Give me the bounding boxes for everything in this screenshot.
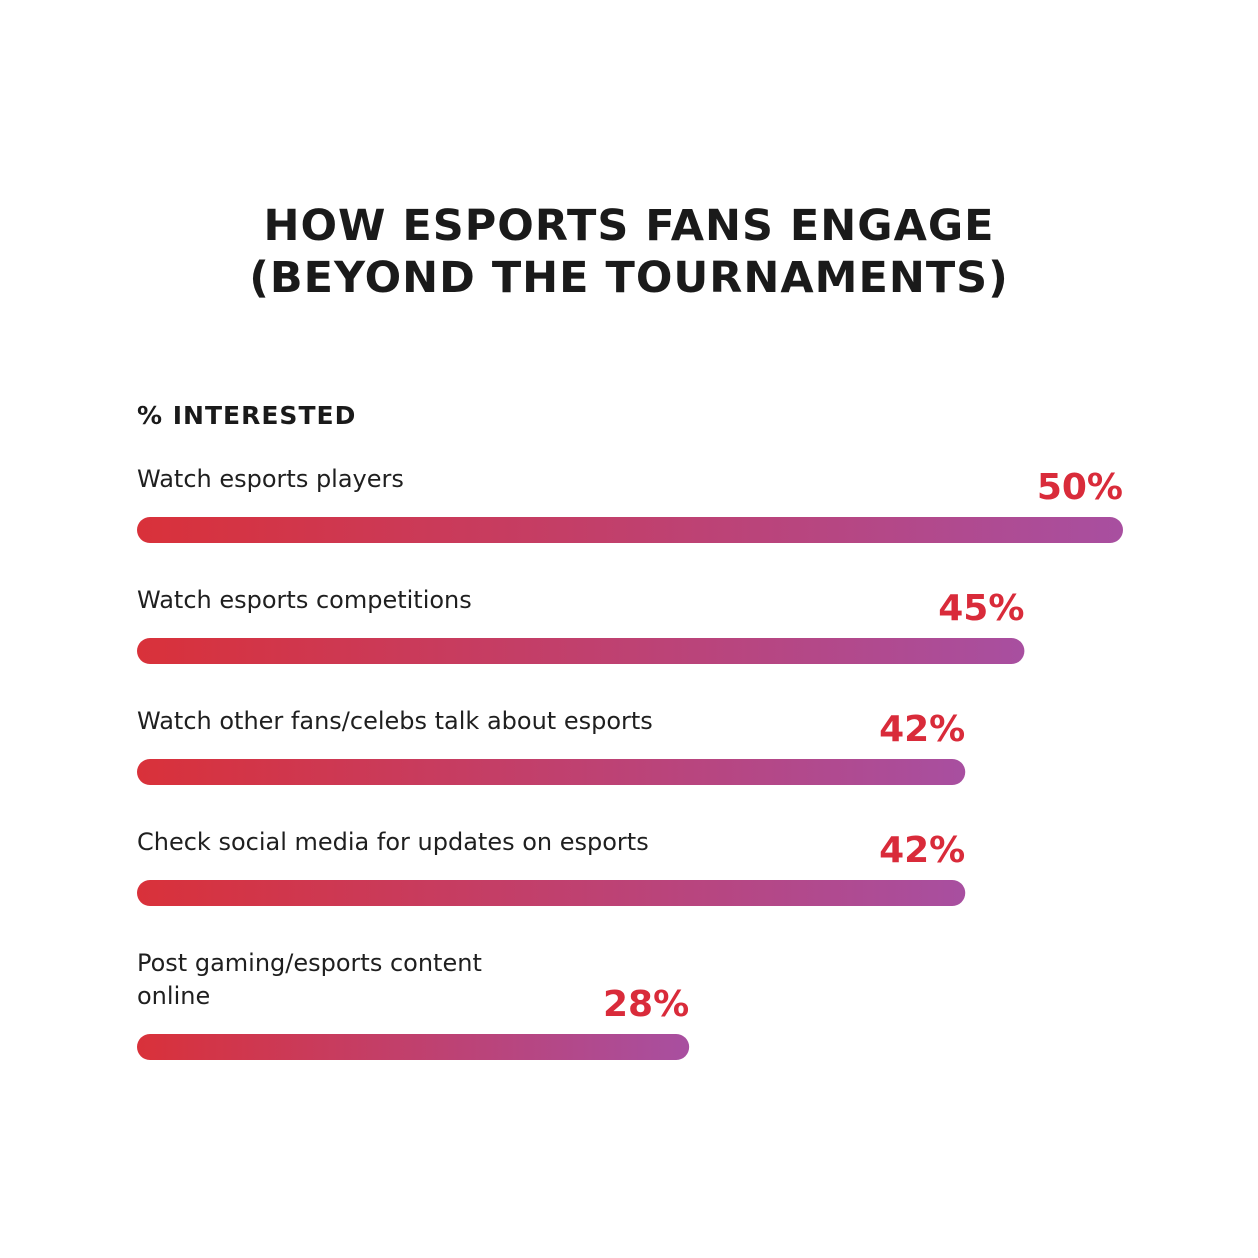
category-label-line: Watch esports players [137, 465, 404, 493]
category-label-4: Post gaming/esports content online [137, 949, 482, 1010]
category-label-line: Watch esports competitions [137, 586, 472, 614]
bar-2 [137, 759, 966, 785]
chart-subtitle: % INTERESTED [137, 401, 357, 430]
category-label-1: Watch esports competitions [137, 586, 472, 614]
value-label-1: 45% [938, 588, 1024, 629]
value-label-0: 50% [1037, 467, 1123, 508]
chart-title-line-2: (BEYOND THE TOURNAMENTS) [249, 253, 1009, 303]
bar-0 [137, 517, 1123, 543]
bar-3 [137, 880, 966, 906]
bar-1 [137, 638, 1025, 664]
category-label-line: Watch other fans/celebs talk about espor… [137, 707, 653, 735]
chart-title-line-1: HOW ESPORTS FANS ENGAGE [263, 201, 995, 251]
value-label-4: 28% [603, 984, 689, 1025]
category-label-2: Watch other fans/celebs talk about espor… [137, 707, 653, 735]
value-label-3: 42% [879, 830, 965, 871]
category-label-line: online [137, 982, 210, 1010]
category-label-line: Post gaming/esports content [137, 949, 482, 977]
category-label-line: Check social media for updates on esport… [137, 828, 649, 856]
value-label-2: 42% [879, 709, 965, 750]
bar-4 [137, 1034, 690, 1060]
category-label-0: Watch esports players [137, 465, 404, 493]
category-label-3: Check social media for updates on esport… [137, 828, 649, 856]
